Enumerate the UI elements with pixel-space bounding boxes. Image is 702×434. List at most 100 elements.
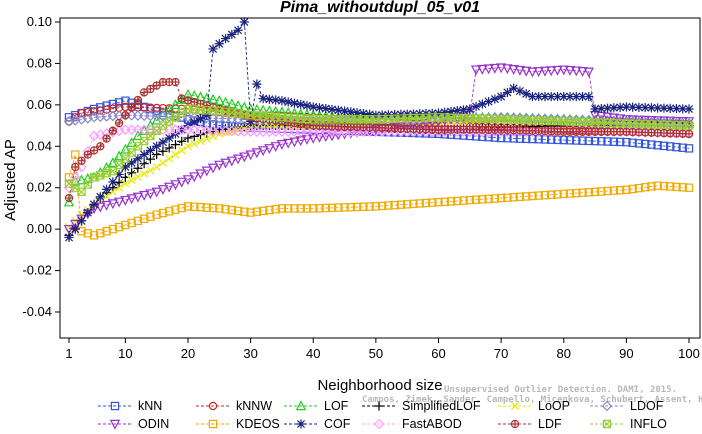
legend-marker (109, 419, 121, 430)
data-point (165, 154, 174, 163)
data-point (157, 185, 169, 196)
data-point (653, 181, 662, 190)
data-point (132, 130, 144, 141)
x-tick-label: 40 (306, 346, 320, 361)
data-point (446, 106, 456, 117)
data-point (246, 208, 255, 217)
data-point (578, 136, 587, 145)
legend-marker (602, 419, 612, 429)
y-tick-label: 0.10 (27, 14, 52, 29)
data-point (102, 227, 111, 236)
data-point (571, 66, 582, 77)
plot-frame (59, 17, 701, 339)
data-point (89, 146, 99, 155)
data-point (70, 219, 81, 230)
data-point (465, 104, 475, 114)
legend: kNN kNNW LOF SimplifiedLOF LoOP LDOF ODIN KDEOS… (98, 399, 667, 431)
data-point (621, 102, 631, 112)
data-point (365, 202, 374, 211)
data-point (528, 191, 537, 201)
data-point (96, 229, 105, 238)
x-tick-label: 80 (557, 346, 571, 361)
legend-item-inflo: INFLO (590, 417, 667, 431)
legend-marker (510, 419, 520, 429)
data-point (666, 142, 675, 151)
data-point (678, 183, 687, 192)
data-point (684, 183, 694, 192)
data-point (152, 149, 162, 160)
data-point (214, 160, 225, 171)
data-point (490, 94, 500, 104)
data-point (151, 187, 162, 198)
data-point (64, 232, 74, 243)
data-point (190, 202, 199, 211)
data-point (578, 188, 587, 197)
data-point (471, 195, 481, 204)
data-point (133, 154, 143, 164)
data-point (108, 99, 118, 109)
data-point (214, 95, 225, 105)
data-point (446, 197, 456, 206)
legend-item-simplifiedlof: SimplifiedLOF (362, 399, 481, 413)
data-point (415, 199, 424, 208)
data-point (171, 77, 180, 87)
legend-label: KDEOS (236, 417, 280, 431)
x-axis-label: Neighborhood size (317, 377, 442, 394)
series-inflo (64, 104, 694, 197)
legend-item-odin: ODIN (98, 417, 169, 431)
legend-label: LOF (324, 399, 349, 413)
data-point (603, 186, 612, 196)
data-point (653, 103, 663, 113)
data-point (83, 150, 92, 159)
x-tick-label: 70 (494, 346, 508, 361)
data-point (622, 185, 631, 194)
data-point (271, 205, 280, 214)
data-point (208, 44, 218, 54)
data-point (202, 134, 211, 143)
x-tick-label: 100 (678, 346, 700, 361)
data-point (83, 229, 92, 238)
data-point (215, 204, 224, 213)
legend-label: kNNW (236, 399, 272, 413)
data-point (321, 103, 331, 114)
data-point (132, 192, 144, 203)
data-point (309, 204, 318, 213)
data-point (553, 190, 562, 199)
data-point (552, 91, 563, 102)
data-point (659, 181, 669, 191)
data-point (158, 146, 168, 156)
data-point (628, 138, 637, 147)
x-tick-label: 50 (369, 346, 383, 361)
data-point (628, 184, 637, 194)
data-point (170, 140, 181, 150)
data-point (615, 102, 625, 112)
data-point (158, 158, 167, 167)
legend-item-ldf: LDF (498, 417, 562, 431)
data-point (102, 134, 111, 143)
data-point (108, 177, 118, 187)
data-point (440, 197, 449, 206)
data-point (77, 156, 86, 165)
x-tick-label: 10 (118, 346, 132, 361)
data-point (646, 103, 657, 113)
data-point (365, 109, 375, 119)
data-point (133, 216, 143, 226)
data-point (220, 33, 231, 44)
data-point (289, 137, 300, 148)
data-point (559, 91, 569, 102)
data-point (64, 173, 74, 182)
data-point (189, 117, 199, 127)
data-point (496, 91, 506, 102)
data-point (71, 162, 80, 172)
data-point (183, 202, 193, 211)
data-point (96, 106, 105, 115)
data-point (121, 220, 130, 230)
data-point (64, 193, 74, 203)
data-point (615, 137, 625, 147)
y-tick-label: 0.08 (27, 55, 52, 70)
data-point (145, 154, 156, 164)
data-point (459, 196, 468, 205)
data-point (195, 169, 206, 180)
data-point (684, 104, 694, 114)
data-point (653, 141, 662, 150)
